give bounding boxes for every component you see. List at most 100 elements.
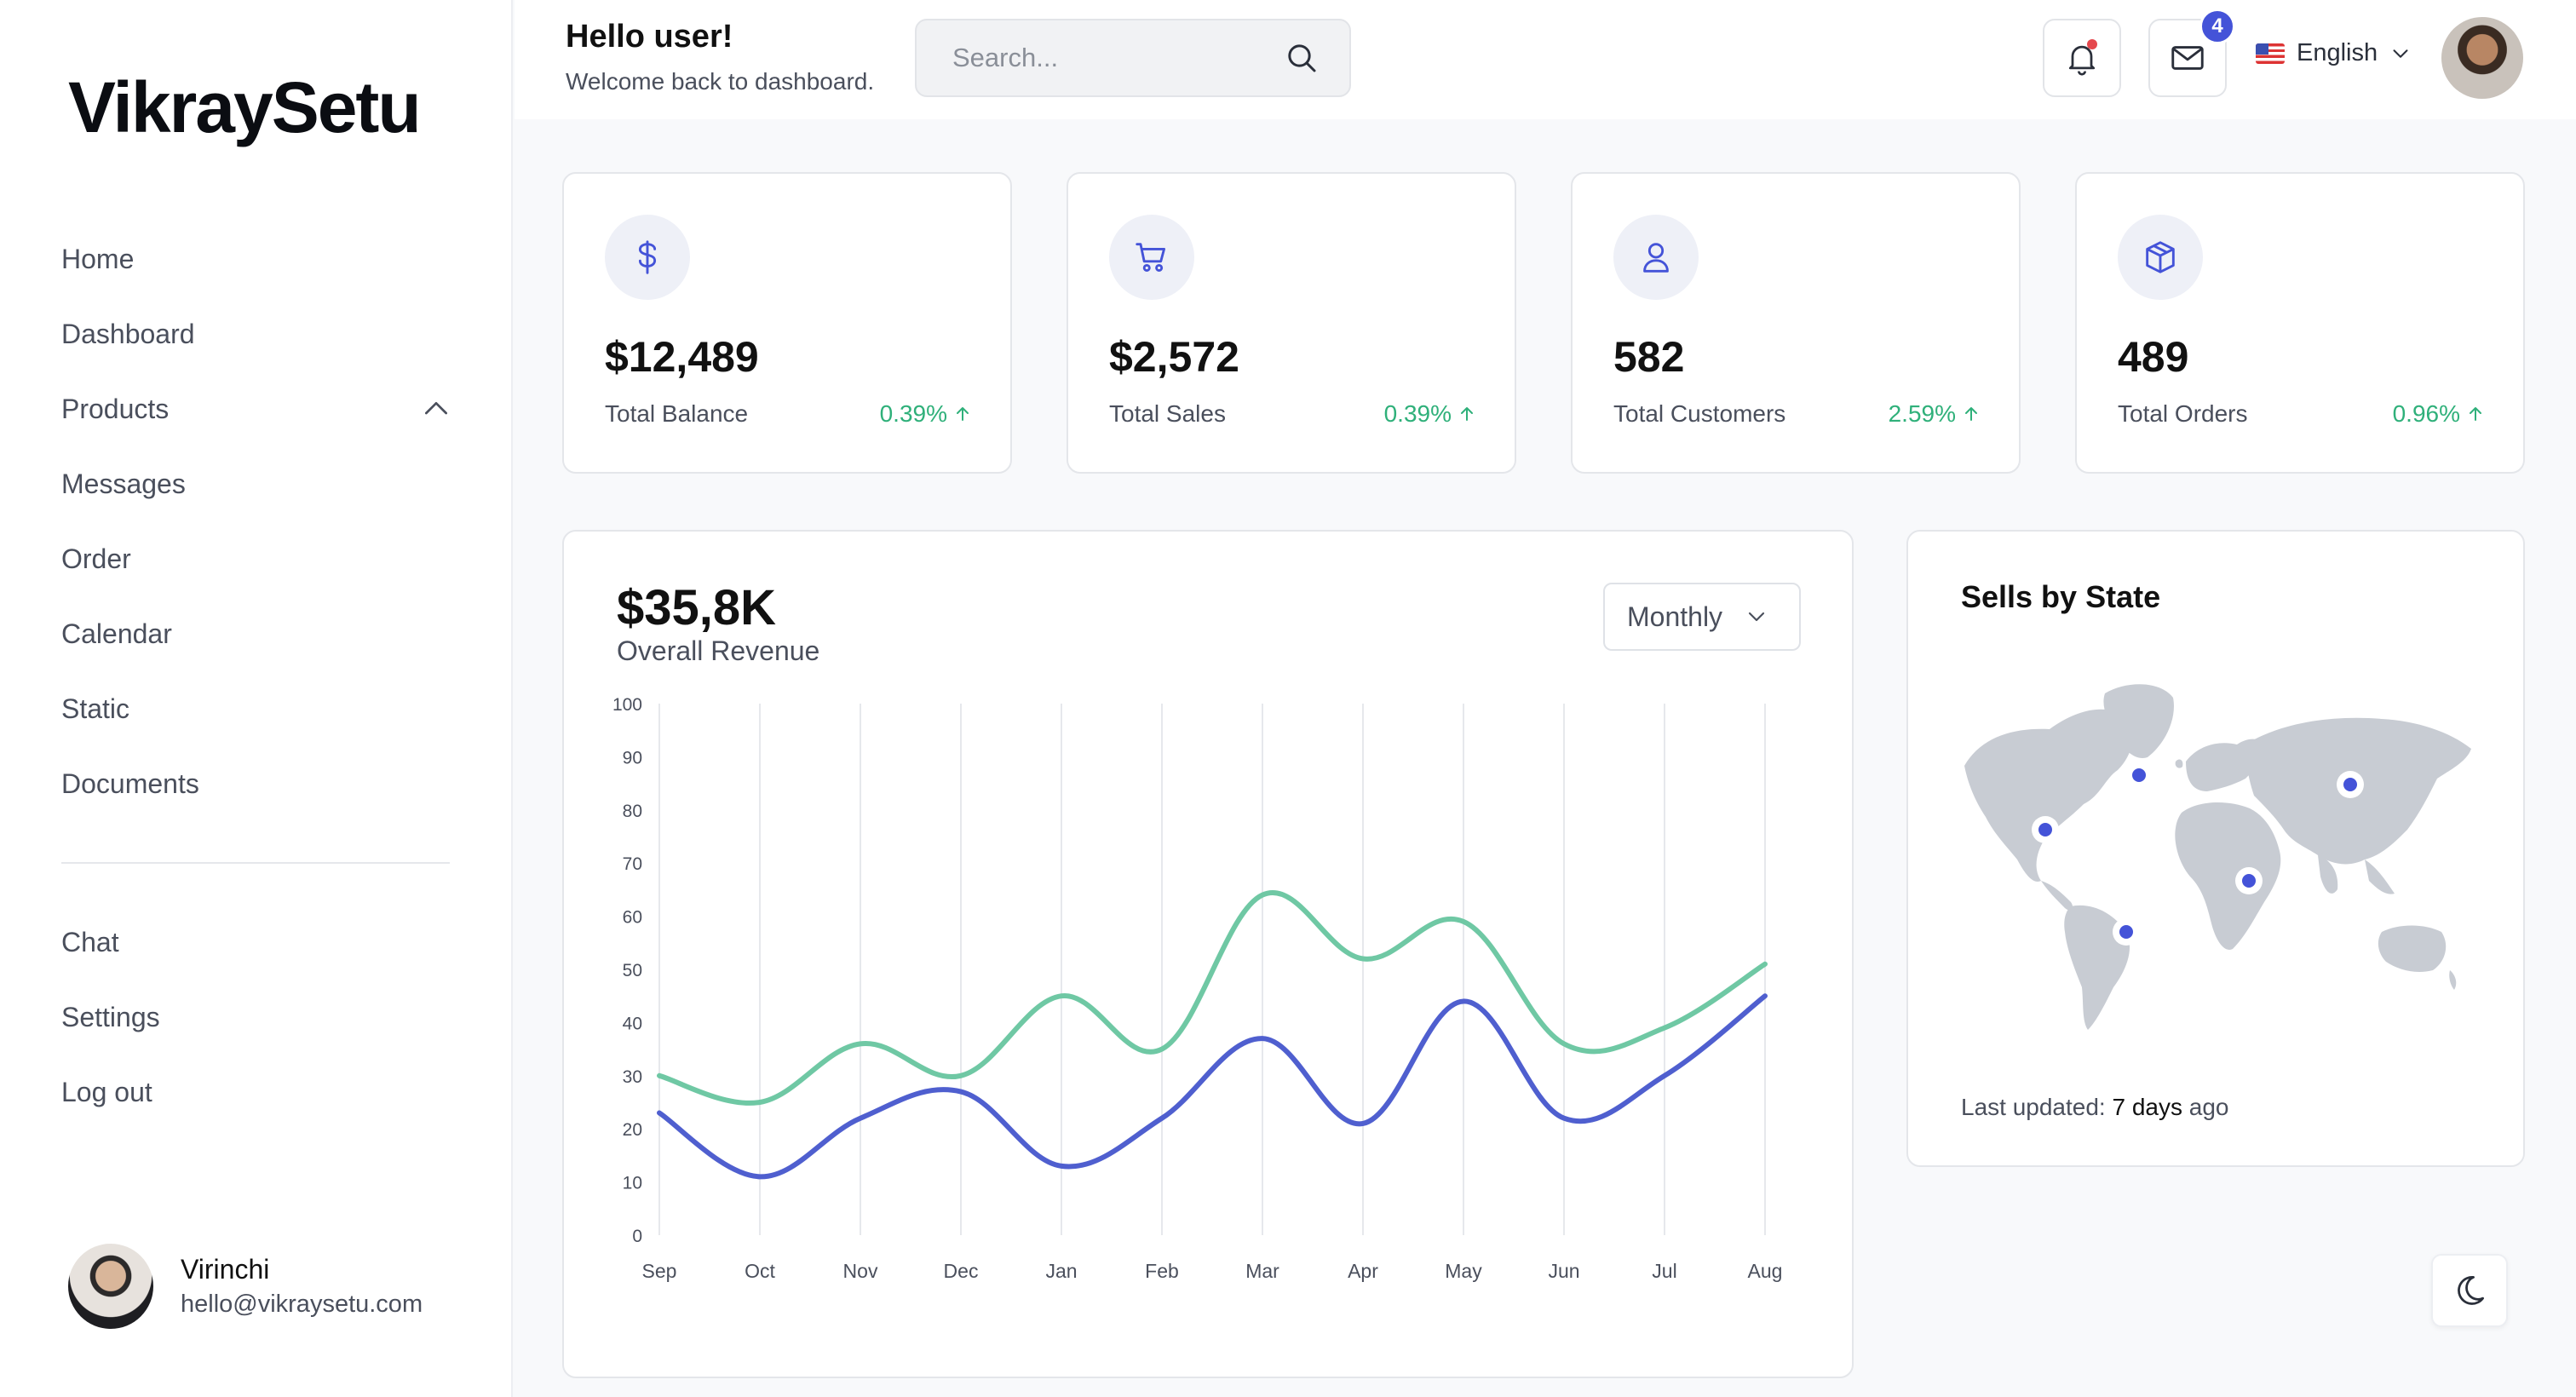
stat-change: 2.59% xyxy=(1889,400,1981,428)
user-email: hello@vikraysetu.com xyxy=(181,1291,423,1318)
user-card[interactable]: Virinchi hello@vikraysetu.com xyxy=(68,1244,423,1329)
sidebar-item-label: Chat xyxy=(61,926,119,957)
stat-value: 582 xyxy=(1613,333,1685,381)
cart-icon xyxy=(1136,243,1166,272)
us-flag-icon xyxy=(2256,43,2285,64)
sidebar-item-logout[interactable]: Log out xyxy=(61,1055,453,1130)
notifications-button[interactable] xyxy=(2043,19,2121,97)
sidebar-item-label: Products xyxy=(61,393,170,424)
period-select[interactable]: Monthly xyxy=(1603,583,1801,651)
arrow-up-icon xyxy=(1965,407,1977,421)
y-tick-label: 90 xyxy=(623,748,642,767)
search-box[interactable] xyxy=(915,19,1351,97)
x-tick-label: May xyxy=(1445,1260,1482,1282)
brand-logo[interactable]: VikraySetu xyxy=(68,67,422,147)
bell-icon xyxy=(2068,45,2096,76)
sidebar-item-documents[interactable]: Documents xyxy=(61,746,453,821)
box-icon xyxy=(2146,241,2175,273)
stat-change: 0.39% xyxy=(1384,400,1477,428)
x-tick-label: Jan xyxy=(1045,1260,1077,1282)
search-icon[interactable] xyxy=(1285,41,1319,75)
revenue-label: Overall Revenue xyxy=(617,635,820,666)
mail-icon xyxy=(2171,46,2204,70)
user-icon-wrap xyxy=(1613,215,1699,300)
map-marker[interactable] xyxy=(2113,918,2140,946)
stat-change-value: 0.39% xyxy=(1383,400,1452,427)
series-line-1 xyxy=(657,890,1768,1106)
notification-dot xyxy=(2087,39,2097,49)
stat-card-sales: $2,572 Total Sales 0.39% xyxy=(1067,172,1516,474)
stat-value: 489 xyxy=(2118,333,2189,381)
x-tick-label: Aug xyxy=(1748,1260,1783,1282)
sidebar-item-home[interactable]: Home xyxy=(61,221,453,296)
map-marker[interactable] xyxy=(2337,771,2364,798)
sidebar-item-label: Order xyxy=(61,543,131,574)
sidebar-item-chat[interactable]: Chat xyxy=(61,905,453,980)
stat-change: 0.39% xyxy=(880,400,973,428)
sidebar-item-messages[interactable]: Messages xyxy=(61,446,453,521)
sidebar-nav: Home Dashboard Products Messages Order C… xyxy=(61,221,453,1130)
map-marker[interactable] xyxy=(2235,867,2263,894)
x-tick-label: Nov xyxy=(843,1260,878,1282)
x-tick-label: Feb xyxy=(1145,1260,1179,1282)
arrow-up-icon xyxy=(1461,407,1473,421)
x-tick-label: Jul xyxy=(1652,1260,1676,1282)
theme-toggle-button[interactable] xyxy=(2431,1254,2508,1327)
avatar[interactable] xyxy=(2441,17,2523,99)
sidebar-item-products[interactable]: Products xyxy=(61,371,453,446)
sidebar-item-label: Settings xyxy=(61,1001,160,1032)
sidebar-item-settings[interactable]: Settings xyxy=(61,980,453,1055)
dollar-icon xyxy=(638,240,657,274)
map-marker[interactable] xyxy=(2125,762,2153,789)
page-subtitle: Welcome back to dashboard. xyxy=(566,68,875,95)
stat-label: Total Orders xyxy=(2118,400,2248,427)
sidebar-item-static[interactable]: Static xyxy=(61,671,453,746)
period-label: Monthly xyxy=(1627,601,1723,632)
map-title: Sells by State xyxy=(1961,579,2161,614)
sidebar-item-label: Messages xyxy=(61,468,186,499)
stat-change-value: 0.39% xyxy=(879,400,947,427)
x-tick-label: Mar xyxy=(1245,1260,1279,1282)
top-header: Hello user! Welcome back to dashboard. 4… xyxy=(515,0,2576,119)
map-marker[interactable] xyxy=(2032,816,2059,843)
arrow-up-icon xyxy=(957,407,969,421)
avatar[interactable] xyxy=(68,1244,153,1329)
y-tick-label: 30 xyxy=(623,1067,642,1087)
user-name: Virinchi xyxy=(181,1254,270,1285)
y-tick-label: 100 xyxy=(612,695,642,715)
sidebar-item-label: Log out xyxy=(61,1076,152,1107)
sidebar-item-label: Documents xyxy=(61,767,199,799)
messages-button[interactable]: 4 xyxy=(2148,9,2235,97)
chevron-down-icon xyxy=(1748,612,1765,622)
stat-label: Total Balance xyxy=(605,400,749,427)
y-tick-label: 80 xyxy=(623,802,642,821)
search-input[interactable] xyxy=(952,43,1276,73)
stat-change: 0.96% xyxy=(2393,400,2486,428)
cart-icon-wrap xyxy=(1109,215,1194,300)
updated-value: 7 days xyxy=(2112,1094,2182,1120)
stat-label: Total Sales xyxy=(1109,400,1226,427)
sidebar-item-label: Home xyxy=(61,243,135,274)
revenue-card: $35,8K Overall Revenue Monthly Sep Oct Nov… xyxy=(562,530,1854,1378)
y-tick-label: 0 xyxy=(632,1227,642,1246)
revenue-line-chart: Sep Oct Nov Dec Jan Feb Mar Apr May Jun Jul Aug 0 10 2… xyxy=(612,695,1783,1282)
moon-icon xyxy=(2458,1276,2484,1305)
sidebar: VikraySetu Home Dashboard Products Messa… xyxy=(0,0,513,1397)
stat-change-value: 2.59% xyxy=(1888,400,1956,427)
sidebar-item-calendar[interactable]: Calendar xyxy=(61,596,453,671)
stat-label: Total Customers xyxy=(1613,400,1786,427)
stat-card-customers: 582 Total Customers 2.59% xyxy=(1571,172,2021,474)
y-tick-label: 10 xyxy=(623,1174,642,1193)
arrow-up-icon xyxy=(2470,407,2481,421)
sidebar-item-order[interactable]: Order xyxy=(61,521,453,596)
sidebar-item-label: Calendar xyxy=(61,618,172,649)
y-tick-label: 60 xyxy=(623,908,642,928)
world-map xyxy=(1964,684,2471,1030)
y-tick-label: 70 xyxy=(623,854,642,874)
sidebar-item-label: Static xyxy=(61,693,130,724)
stat-card-balance: $12,489 Total Balance 0.39% xyxy=(562,172,1012,474)
language-select[interactable]: English xyxy=(2256,39,2413,67)
x-tick-label: Oct xyxy=(745,1260,775,1282)
chevron-up-icon[interactable] xyxy=(419,392,453,426)
sidebar-item-dashboard[interactable]: Dashboard xyxy=(61,296,453,371)
